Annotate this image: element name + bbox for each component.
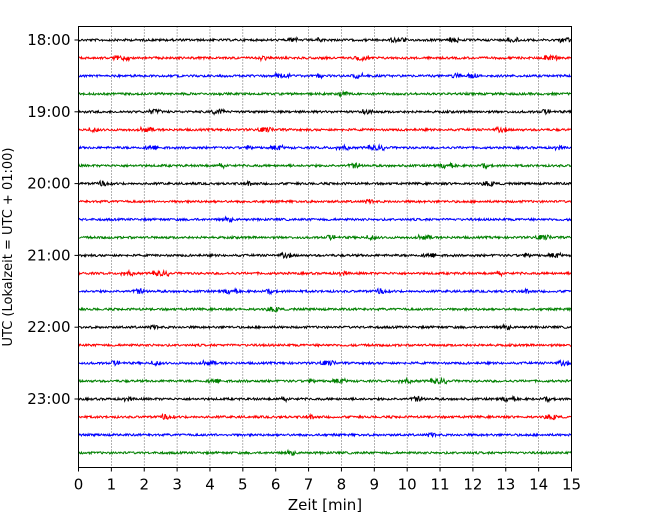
trace-row — [78, 268, 572, 278]
y-tick-label: 21:00 — [27, 246, 70, 264]
x-tick-label: 15 — [562, 476, 581, 494]
y-axis-label: UTC (Lokalzeit = UTC + 01:00) — [1, 148, 16, 347]
trace-row — [78, 306, 572, 313]
trace-row — [78, 179, 572, 188]
x-tick-label: 2 — [139, 476, 149, 494]
trace-row — [78, 251, 572, 259]
x-tick-label: 0 — [74, 476, 84, 494]
x-tick-label: 8 — [337, 476, 347, 494]
trace-row — [78, 394, 572, 404]
x-tick-label: 11 — [430, 476, 449, 494]
x-axis: 0 1 2 3 4 5 6 7 8 9 10 11 12 13 14 15 — [74, 467, 581, 494]
x-gridlines — [111, 26, 539, 468]
trace-row — [78, 233, 572, 242]
plot-frame — [78, 26, 572, 468]
x-tick-label: 14 — [529, 476, 548, 494]
trace-lines — [78, 36, 572, 457]
trace-row — [78, 89, 572, 99]
y-axis: 18:00 19:00 20:00 21:00 22:00 23:00 — [27, 31, 79, 408]
trace-row — [78, 71, 572, 80]
x-tick-label: 4 — [205, 476, 215, 494]
x-tick-label: 5 — [238, 476, 248, 494]
trace-row — [78, 322, 572, 331]
trace-row — [78, 108, 572, 116]
trace-row — [78, 376, 572, 385]
trace-row — [78, 412, 572, 421]
y-tick-label: 19:00 — [27, 103, 70, 121]
x-tick-label: 10 — [398, 476, 417, 494]
x-tick-label: 1 — [107, 476, 117, 494]
x-axis-label: Zeit [min] — [288, 496, 362, 514]
trace-row — [78, 448, 572, 457]
y-tick-label: 18:00 — [27, 31, 70, 49]
trace-row — [78, 143, 572, 152]
trace-row — [78, 287, 572, 296]
x-tick-label: 6 — [271, 476, 281, 494]
trace-row — [78, 36, 572, 44]
trace-row — [78, 358, 572, 367]
y-tick-label: 23:00 — [27, 390, 70, 408]
x-tick-label: 9 — [370, 476, 380, 494]
trace-row — [78, 53, 572, 63]
trace-row — [78, 125, 572, 134]
x-tick-label: 7 — [304, 476, 314, 494]
trace-row — [78, 215, 572, 223]
y-tick-label: 22:00 — [27, 318, 70, 336]
trace-row — [78, 161, 572, 170]
y-tick-label: 20:00 — [27, 175, 70, 193]
trace-row — [78, 342, 572, 348]
x-tick-label: 12 — [463, 476, 482, 494]
x-tick-label: 3 — [172, 476, 182, 494]
trace-row — [78, 432, 572, 439]
x-tick-label: 13 — [496, 476, 515, 494]
trace-row — [78, 198, 572, 205]
